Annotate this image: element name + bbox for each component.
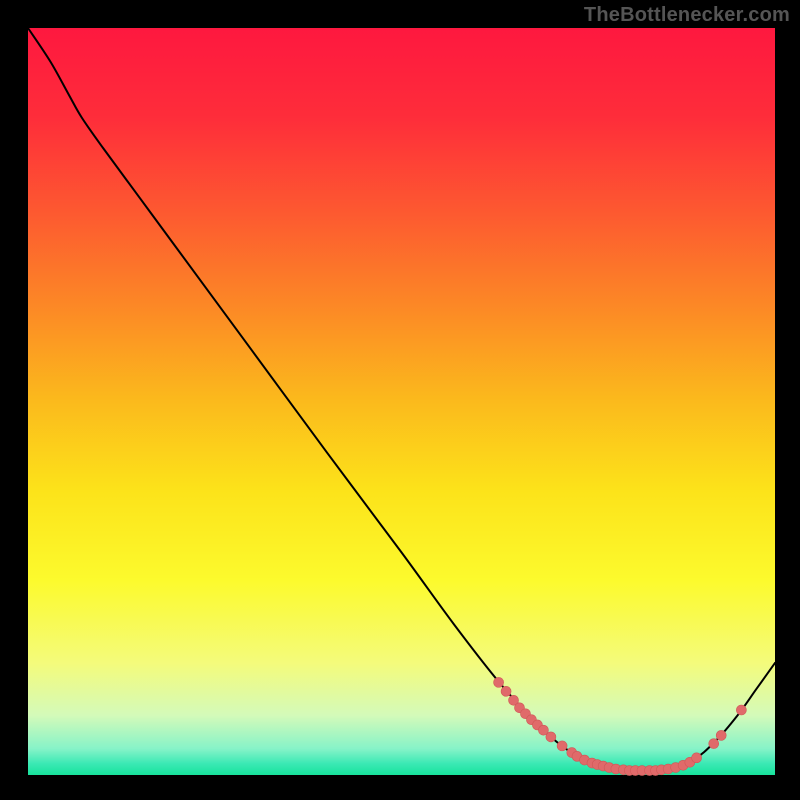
chart-canvas [0,0,800,800]
marker-point [716,730,726,740]
marker-point [494,677,504,687]
plot-background [28,28,775,775]
marker-point [557,741,567,751]
marker-point [709,739,719,749]
marker-point [692,753,702,763]
marker-point [501,686,511,696]
marker-point [546,732,556,742]
bottleneck-chart: TheBottlenecker.com [0,0,800,800]
marker-point [736,705,746,715]
watermark-text: TheBottlenecker.com [584,4,790,27]
